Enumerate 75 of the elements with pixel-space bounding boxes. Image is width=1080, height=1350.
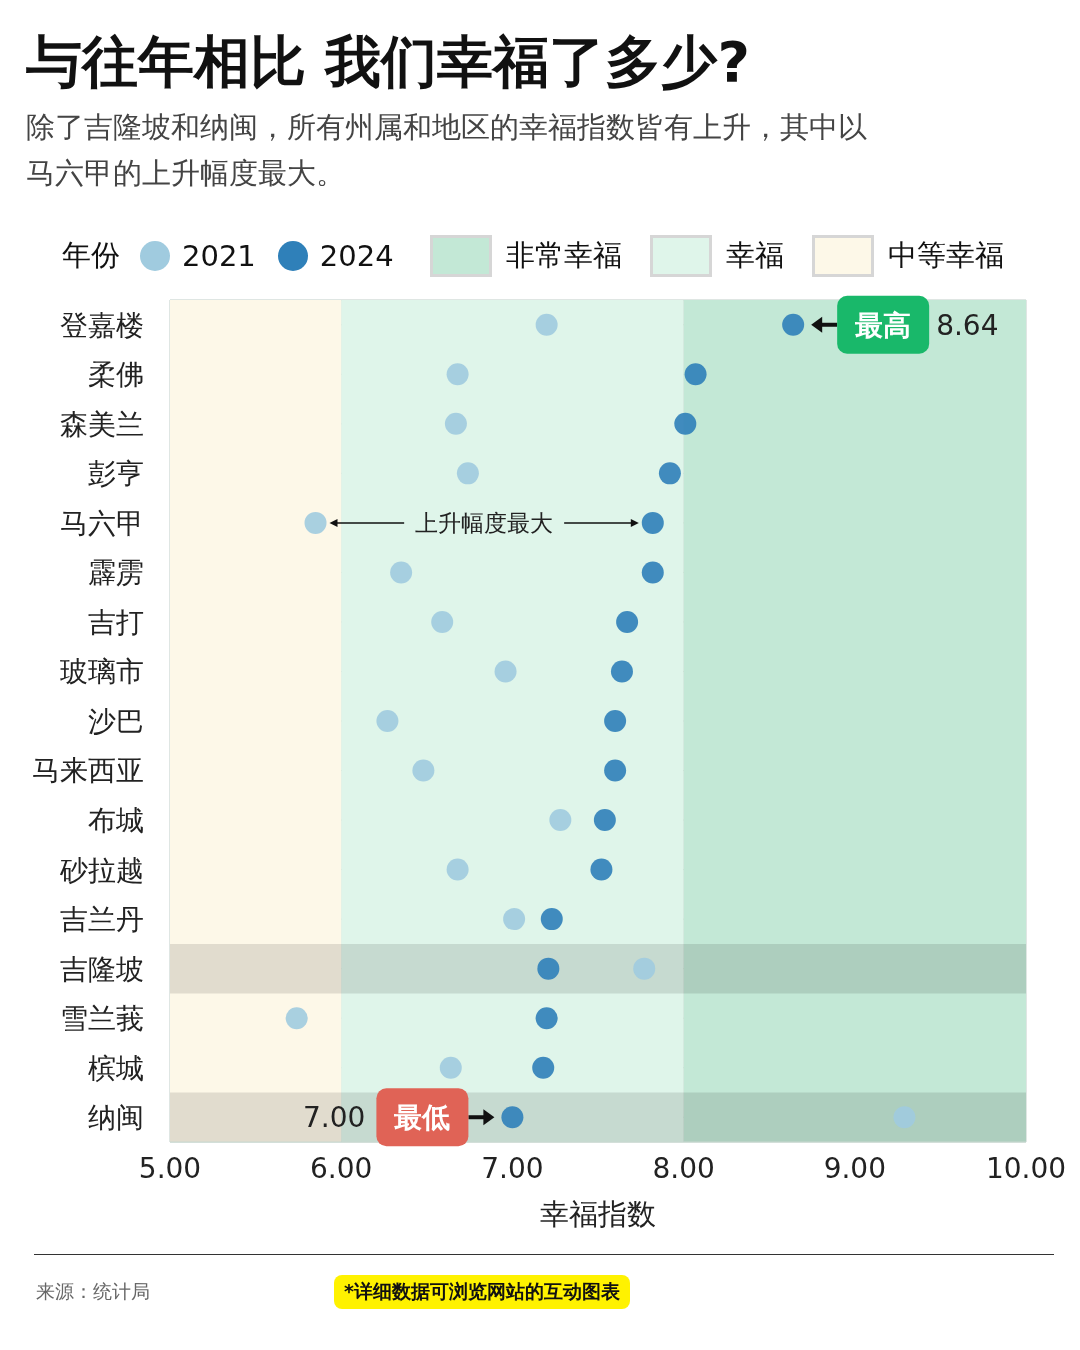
annotation: 最高 — [854, 308, 912, 342]
y-tick-label: 马来西亚 — [32, 754, 144, 788]
y-tick-label: 吉打 — [88, 605, 144, 639]
y-tick-label: 玻璃市 — [60, 655, 144, 689]
point — [446, 858, 469, 881]
point — [431, 610, 454, 633]
point — [444, 412, 467, 435]
point — [412, 759, 435, 782]
y-tick-label: 雪兰莪 — [60, 1002, 144, 1036]
callout: 最高 — [811, 295, 930, 354]
y-tick-label: 槟城 — [88, 1051, 144, 1085]
text: *详细数据可浏览网站的互动图表 — [334, 1275, 630, 1309]
point — [537, 957, 560, 980]
point — [535, 1007, 558, 1030]
y-tick-label: 登嘉楼 — [60, 308, 144, 342]
y-tick-label: 彭亨 — [88, 457, 144, 491]
y-tick-label: 纳闽 — [88, 1101, 144, 1135]
point — [494, 660, 517, 683]
point — [549, 809, 572, 832]
annotation: 7.00 — [303, 1101, 366, 1135]
annotation: 最低 — [393, 1101, 451, 1135]
point — [604, 710, 627, 732]
source-note: 来源：统计局 — [36, 1279, 150, 1304]
point — [390, 561, 413, 584]
point — [590, 858, 613, 881]
y-tick-label: 霹雳 — [88, 556, 144, 590]
x-tick-label: 7.00 — [481, 1151, 544, 1185]
point — [535, 313, 558, 336]
x-tick-label: 6.00 — [310, 1151, 373, 1185]
y-tick-label: 砂拉越 — [59, 853, 144, 887]
point — [456, 462, 479, 485]
y-tick-label: 吉兰丹 — [60, 903, 144, 937]
legend-label: 幸福 — [725, 237, 784, 274]
point — [893, 1106, 916, 1129]
x-tick-label: 5.00 — [138, 1151, 202, 1185]
point — [641, 561, 664, 584]
x-tick-label: 8.00 — [652, 1151, 715, 1185]
point — [376, 710, 399, 732]
point — [503, 908, 526, 931]
point — [782, 313, 805, 336]
chart-title: 与往年相比 我们幸福了多少? — [26, 28, 751, 96]
point — [540, 908, 563, 931]
legend-label: 2021 — [182, 239, 256, 273]
legend-label: 中等幸福 — [887, 237, 1004, 274]
point — [446, 363, 469, 386]
point — [501, 1106, 524, 1129]
point — [439, 1056, 462, 1079]
point — [532, 1056, 555, 1079]
callout: 最低 — [376, 1088, 495, 1147]
point — [285, 1007, 308, 1030]
point — [674, 412, 697, 435]
y-tick-label: 沙巴 — [88, 704, 144, 738]
point — [604, 759, 627, 782]
annotation: 8.64 — [936, 308, 999, 342]
band-label: 非常幸福 — [505, 237, 622, 274]
point — [610, 660, 633, 683]
point — [616, 610, 639, 633]
x-tick-label: 9.00 — [823, 1151, 886, 1185]
annotation: 上升幅度最大 — [415, 509, 554, 536]
chart-subtitle: 除了吉隆坡和纳闽，所有州属和地区的幸福指数皆有上升，其中以马六甲的上升幅度最大。 — [26, 109, 868, 192]
point — [633, 957, 656, 980]
point — [641, 511, 664, 534]
point — [304, 511, 327, 534]
y-tick-label: 吉隆坡 — [60, 952, 144, 986]
x-axis-title: 幸福指数 — [540, 1197, 656, 1231]
legend-label: 2024 — [319, 239, 394, 273]
legend-title: 年份 — [62, 237, 120, 274]
y-tick-label: 马六甲 — [60, 506, 144, 540]
point — [593, 809, 616, 832]
point — [658, 462, 681, 485]
x-tick-label: 10.00 — [985, 1151, 1067, 1185]
y-tick-label: 布城 — [88, 804, 144, 837]
y-tick-label: 柔佛 — [88, 358, 144, 392]
point — [684, 363, 707, 386]
y-tick-label: 森美兰 — [60, 407, 144, 441]
